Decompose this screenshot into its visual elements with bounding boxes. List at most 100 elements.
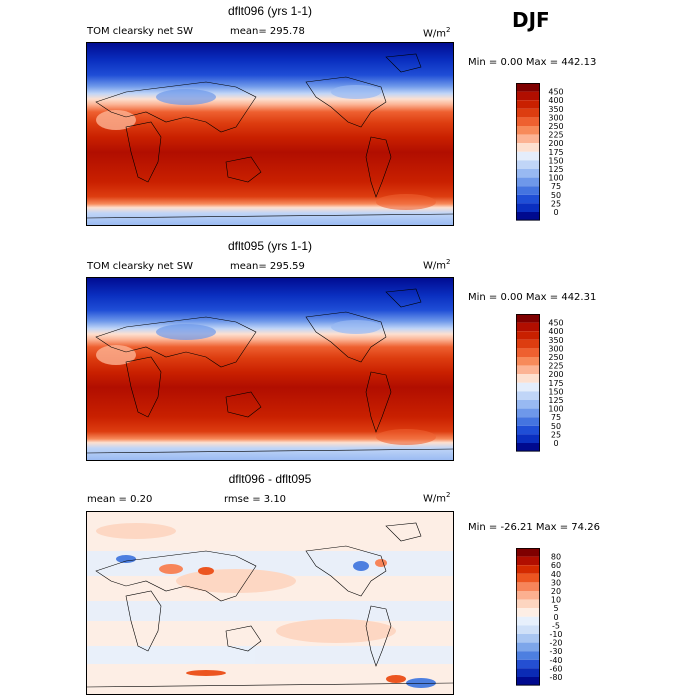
colorbar-tick-label: 50 xyxy=(551,422,561,431)
panel2-mean: mean= 295.59 xyxy=(230,261,305,272)
colorbar-tick-label: -80 xyxy=(549,673,562,682)
panel2-units: W/m2 xyxy=(423,258,451,272)
colorbar-swatch xyxy=(516,616,540,626)
colorbar-swatch xyxy=(516,117,540,126)
colorbar-swatch xyxy=(516,408,540,418)
colorbar-swatch xyxy=(516,314,540,323)
colorbar-swatch xyxy=(516,425,540,435)
panel1-units: W/m2 xyxy=(423,26,451,40)
colorbar-tick-label: 450 xyxy=(548,319,563,328)
colorbar-swatch xyxy=(516,177,540,187)
colorbar-swatch xyxy=(516,91,540,101)
colorbar-tick-label: 125 xyxy=(548,396,563,405)
colorbar-swatch xyxy=(516,434,540,443)
colorbar-tick-label: 5 xyxy=(553,604,558,613)
colorbar-tick-label: 300 xyxy=(548,113,563,122)
colorbar-border xyxy=(516,314,540,452)
colorbar-swatch xyxy=(516,203,540,212)
colorbar-swatch xyxy=(516,634,540,643)
colorbar-swatch xyxy=(516,212,540,221)
colorbar-swatch xyxy=(516,400,540,409)
colorbar-swatch xyxy=(516,565,540,574)
colorbar-swatch xyxy=(516,591,540,600)
colorbar-swatch xyxy=(516,625,540,634)
colorbar-tick-label: -60 xyxy=(549,664,562,673)
colorbar-swatch xyxy=(516,365,540,375)
colorbar-swatch xyxy=(516,322,540,332)
panel1-minmax: Min = 0.00 Max = 442.13 xyxy=(468,57,597,68)
colorbar-tick-label: 40 xyxy=(551,570,561,579)
colorbar-tick-label: 30 xyxy=(551,578,561,587)
colorbar-swatch xyxy=(516,608,540,617)
panel1-variable: TOM clearsky net SW xyxy=(87,26,194,37)
panel2-variable: TOM clearsky net SW xyxy=(87,261,194,272)
colorbar-swatch xyxy=(516,108,540,118)
colorbar-swatch xyxy=(516,382,540,392)
colorbar-swatch xyxy=(516,659,540,669)
panel2-map xyxy=(86,277,454,461)
colorbar-swatch xyxy=(516,169,540,178)
colorbar-tick-label: 75 xyxy=(551,413,561,422)
colorbar-tick-label: 300 xyxy=(548,344,563,353)
colorbar-swatch xyxy=(516,160,540,169)
colorbar-swatch xyxy=(516,348,540,357)
colorbar-tick-label: 175 xyxy=(548,379,563,388)
colorbar-swatch xyxy=(516,417,540,426)
colorbar-tick-label: 350 xyxy=(548,105,563,114)
colorbar-swatch xyxy=(516,556,540,566)
colorbar-tick-label: 25 xyxy=(551,199,561,208)
colorbar-swatch xyxy=(516,126,540,135)
colorbar-swatch xyxy=(516,100,540,109)
colorbar-tick-label: 400 xyxy=(548,327,563,336)
colorbar-tick-label: -30 xyxy=(549,647,562,656)
colorbar-swatch xyxy=(516,582,540,591)
panel1-map xyxy=(86,42,454,226)
colorbar-swatch xyxy=(516,668,540,677)
colorbar-tick-label: -5 xyxy=(552,621,560,630)
colorbar-tick-label: 200 xyxy=(548,139,563,148)
colorbar-tick-label: 250 xyxy=(548,353,563,362)
colorbar-tick-label: 0 xyxy=(553,208,558,217)
panel3-map xyxy=(86,511,454,695)
colorbar-tick-label: -20 xyxy=(549,639,562,648)
colorbar-swatch xyxy=(516,677,540,686)
colorbar-swatch xyxy=(516,134,540,144)
colorbar-tick-label: 150 xyxy=(548,387,563,396)
colorbar-tick-label: 125 xyxy=(548,165,563,174)
colorbar-swatch xyxy=(516,143,540,152)
colorbar-tick-label: 225 xyxy=(548,362,563,371)
colorbar-border xyxy=(516,548,540,686)
panel2-title: dflt095 (yrs 1-1) xyxy=(227,239,313,253)
colorbar-swatch xyxy=(516,83,540,92)
colorbar-tick-label: 200 xyxy=(548,370,563,379)
colorbar-tick-label: -10 xyxy=(549,630,562,639)
colorbar-tick-label: 0 xyxy=(553,439,558,448)
colorbar-tick-label: 175 xyxy=(548,148,563,157)
panel3-minmax: Min = -26.21 Max = 74.26 xyxy=(468,522,600,533)
colorbar-tick-label: 450 xyxy=(548,88,563,97)
panel2-minmax: Min = 0.00 Max = 442.31 xyxy=(468,292,597,303)
colorbar-swatch xyxy=(516,357,540,366)
colorbar-swatch xyxy=(516,642,540,652)
colorbar-swatch xyxy=(516,186,540,195)
colorbar-swatch xyxy=(516,548,540,557)
colorbar-swatch xyxy=(516,374,540,383)
colorbar-swatch xyxy=(516,443,540,452)
panel3-mean: mean = 0.20 xyxy=(87,494,153,505)
colorbar-tick-label: 50 xyxy=(551,191,561,200)
panel1-title: dflt096 (yrs 1-1) xyxy=(227,4,313,18)
panel3-rmse: rmse = 3.10 xyxy=(224,494,287,505)
colorbar-tick-label: 60 xyxy=(551,561,561,570)
colorbar-tick-label: -40 xyxy=(549,656,562,665)
colorbar-swatch xyxy=(516,339,540,349)
colorbar-tick-label: 0 xyxy=(553,613,558,622)
colorbar-tick-label: 350 xyxy=(548,336,563,345)
colorbar-swatch xyxy=(516,391,540,400)
panel1-mean: mean= 295.78 xyxy=(230,26,305,37)
colorbar-tick-label: 250 xyxy=(548,122,563,131)
colorbar-tick-label: 225 xyxy=(548,131,563,140)
colorbar-tick-label: 75 xyxy=(551,182,561,191)
colorbar-swatch xyxy=(516,331,540,340)
